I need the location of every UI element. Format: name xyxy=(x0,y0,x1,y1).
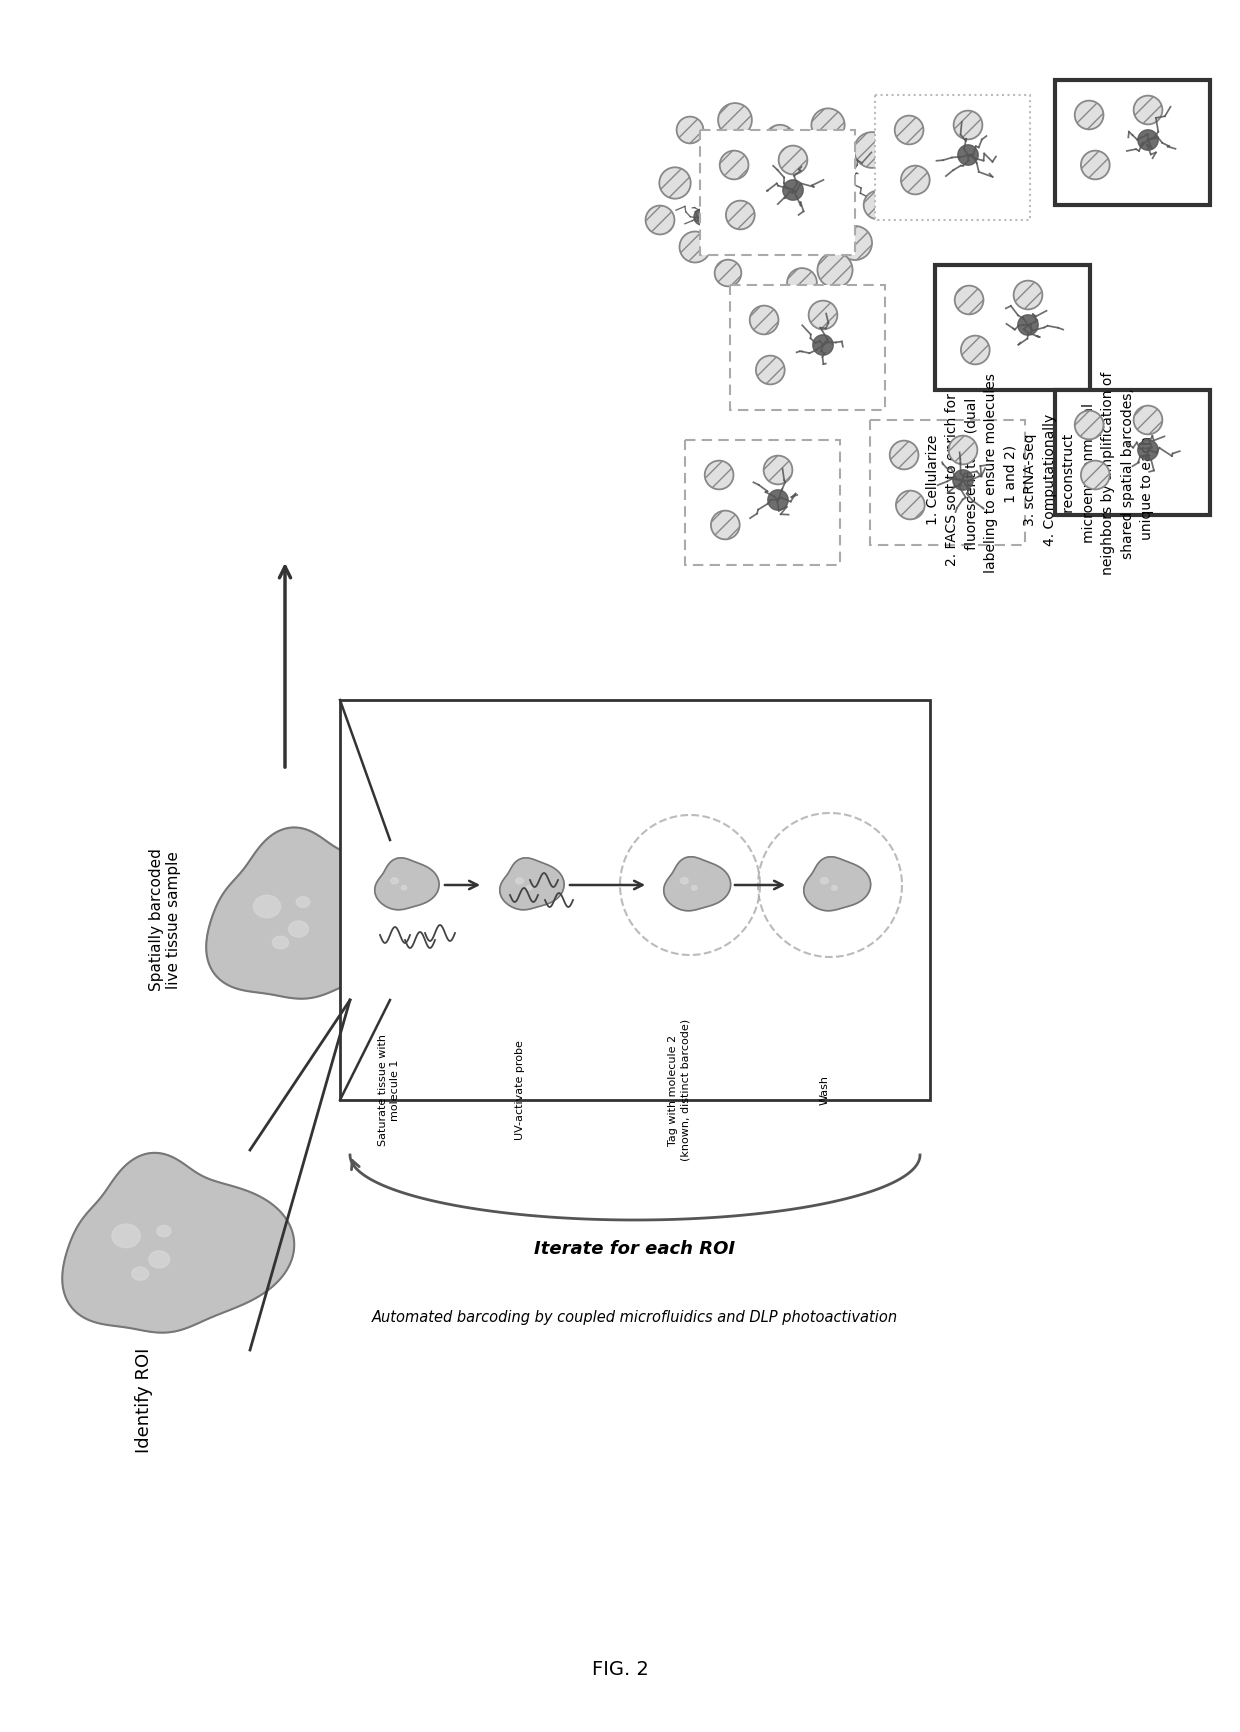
Text: Iterate for each ROI: Iterate for each ROI xyxy=(534,1240,735,1257)
Circle shape xyxy=(765,125,795,156)
Circle shape xyxy=(817,253,853,288)
Circle shape xyxy=(901,166,930,194)
Ellipse shape xyxy=(821,878,828,883)
Circle shape xyxy=(838,225,872,260)
Polygon shape xyxy=(732,152,751,173)
Text: UV-activate probe: UV-activate probe xyxy=(515,1039,525,1140)
Bar xyxy=(1055,390,1210,514)
Text: 1. Cellularize
2. FACS sort to enrich for
   fluorescent tags (dual
   labeling : 1. Cellularize 2. FACS sort to enrich fo… xyxy=(926,372,1154,589)
Circle shape xyxy=(680,232,711,263)
Ellipse shape xyxy=(131,1268,149,1280)
Ellipse shape xyxy=(112,1225,140,1247)
Circle shape xyxy=(961,336,990,364)
Circle shape xyxy=(711,511,740,539)
Circle shape xyxy=(1075,410,1104,440)
Ellipse shape xyxy=(526,885,532,890)
Ellipse shape xyxy=(681,878,688,883)
Circle shape xyxy=(1081,461,1110,490)
Text: Automated barcoding by coupled microfluidics and DLP photoactivation: Automated barcoding by coupled microflui… xyxy=(372,1309,898,1325)
Text: Wash: Wash xyxy=(820,1076,830,1105)
Ellipse shape xyxy=(391,878,398,883)
Circle shape xyxy=(707,182,738,213)
Circle shape xyxy=(660,168,691,199)
Circle shape xyxy=(801,166,828,194)
Circle shape xyxy=(719,151,749,180)
Circle shape xyxy=(646,206,675,234)
Polygon shape xyxy=(62,1154,294,1332)
Circle shape xyxy=(1013,281,1043,310)
Polygon shape xyxy=(782,180,804,201)
Circle shape xyxy=(725,201,755,229)
Polygon shape xyxy=(957,145,978,165)
Circle shape xyxy=(1075,100,1104,130)
Circle shape xyxy=(756,355,785,385)
Bar xyxy=(870,419,1025,546)
Bar xyxy=(684,440,839,565)
Circle shape xyxy=(787,268,817,298)
Polygon shape xyxy=(804,857,870,911)
Ellipse shape xyxy=(149,1251,170,1268)
Ellipse shape xyxy=(273,937,289,949)
Circle shape xyxy=(811,109,844,142)
Circle shape xyxy=(955,286,983,315)
Circle shape xyxy=(949,436,977,464)
Polygon shape xyxy=(768,490,789,511)
Text: FIG. 2: FIG. 2 xyxy=(591,1659,649,1678)
Polygon shape xyxy=(836,166,854,184)
Circle shape xyxy=(897,490,925,520)
Text: Spatially barcoded
live tissue sample: Spatially barcoded live tissue sample xyxy=(149,849,181,991)
Polygon shape xyxy=(1138,440,1158,461)
Bar xyxy=(340,700,930,1100)
Polygon shape xyxy=(1138,130,1158,151)
Text: Saturate tissue with
molecule 1: Saturate tissue with molecule 1 xyxy=(378,1034,401,1147)
Bar xyxy=(730,286,885,410)
Polygon shape xyxy=(813,334,833,355)
Ellipse shape xyxy=(832,885,837,890)
Circle shape xyxy=(890,440,919,469)
Circle shape xyxy=(750,305,779,334)
Polygon shape xyxy=(206,828,427,999)
Ellipse shape xyxy=(253,895,280,918)
Polygon shape xyxy=(794,215,811,232)
Circle shape xyxy=(714,260,742,286)
Circle shape xyxy=(1133,95,1162,125)
Circle shape xyxy=(1081,151,1110,180)
Bar xyxy=(935,265,1090,390)
Text: Identify ROI: Identify ROI xyxy=(135,1347,153,1453)
Polygon shape xyxy=(694,210,711,225)
Ellipse shape xyxy=(402,885,407,890)
Circle shape xyxy=(854,132,890,168)
Circle shape xyxy=(704,461,734,490)
Circle shape xyxy=(718,104,751,137)
Circle shape xyxy=(745,220,779,253)
Circle shape xyxy=(808,301,837,329)
Polygon shape xyxy=(374,857,439,909)
Bar xyxy=(875,95,1030,220)
Ellipse shape xyxy=(516,878,523,883)
Bar xyxy=(701,130,856,255)
Polygon shape xyxy=(1018,315,1038,336)
Circle shape xyxy=(954,111,982,139)
Polygon shape xyxy=(952,469,973,490)
Circle shape xyxy=(779,145,807,175)
Circle shape xyxy=(764,456,792,485)
Polygon shape xyxy=(500,857,564,909)
Polygon shape xyxy=(663,857,730,911)
Ellipse shape xyxy=(289,921,309,937)
Ellipse shape xyxy=(156,1226,171,1237)
Ellipse shape xyxy=(692,885,697,890)
Circle shape xyxy=(1133,405,1162,435)
Bar xyxy=(1055,80,1210,204)
Circle shape xyxy=(677,116,703,144)
Circle shape xyxy=(895,116,924,144)
Circle shape xyxy=(863,191,893,220)
Text: Tag with molecule 2
(known, distinct barcode): Tag with molecule 2 (known, distinct bar… xyxy=(667,1018,689,1160)
Ellipse shape xyxy=(296,897,310,908)
